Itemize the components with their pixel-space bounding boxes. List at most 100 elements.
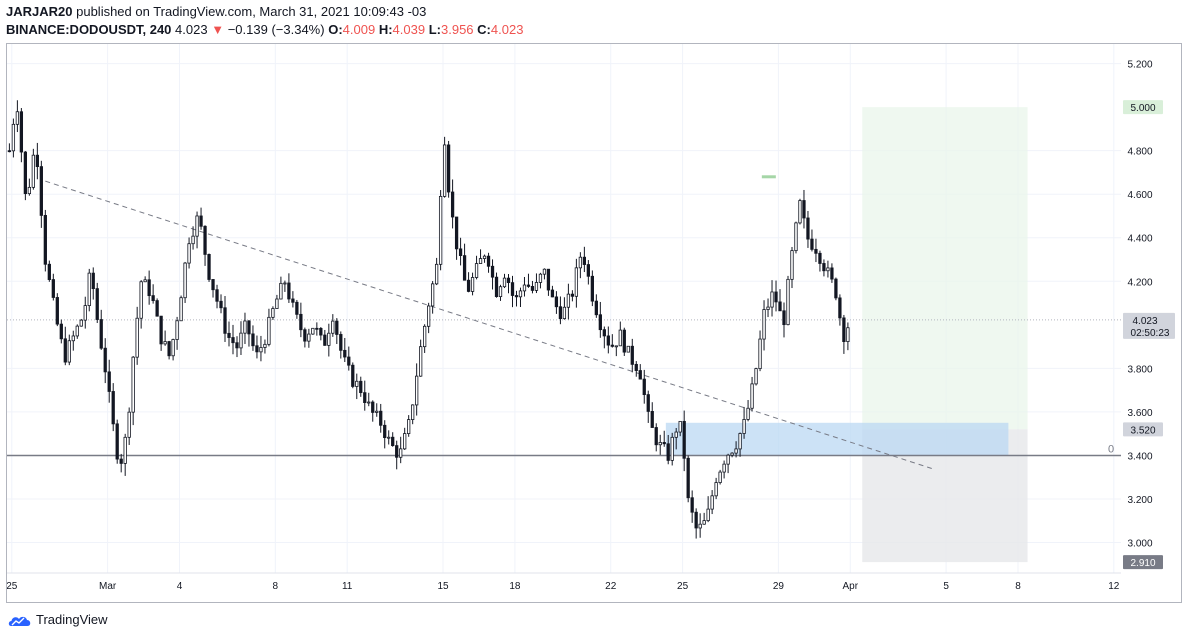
candle-body [383, 424, 387, 438]
candle-body [502, 277, 507, 288]
candle-body [662, 442, 666, 445]
candle-body [614, 345, 618, 348]
candle-body [674, 431, 678, 438]
candle-body [67, 340, 71, 363]
candle-body [526, 284, 531, 287]
candle-body [486, 255, 491, 267]
candle-body [179, 297, 183, 322]
candle-body [83, 305, 87, 321]
candle-body [474, 263, 479, 278]
candle-body [434, 263, 439, 285]
footer-brand[interactable]: TradingView [8, 612, 108, 627]
candle-body [778, 301, 782, 312]
candle-body [794, 222, 798, 252]
ohlc-line: BINANCE:DODOUSDT, 240 4.023 ▼ −0.139 (−3… [6, 22, 523, 37]
candle-body [578, 256, 583, 269]
candle-body [634, 363, 638, 371]
candle-body [610, 344, 614, 347]
x-tick-label: 25 [677, 581, 689, 592]
candle-body [223, 307, 227, 334]
candle-body [295, 301, 299, 315]
candle-body [207, 254, 211, 280]
tradingview-cloud-icon [8, 616, 31, 626]
close-value: 4.023 [490, 22, 524, 37]
candle-body [494, 276, 499, 298]
candle-body [606, 335, 610, 346]
candle-body [355, 380, 359, 387]
candle-body [534, 282, 539, 291]
candle-body [203, 225, 207, 255]
candle-body [171, 339, 175, 357]
candle-body [770, 291, 774, 308]
candle-body [602, 329, 606, 337]
candle-body [454, 216, 459, 250]
candle-body [470, 277, 475, 292]
candle-body [678, 420, 682, 433]
candle-body [766, 306, 770, 310]
close-label: C: [477, 22, 491, 37]
candle-body [522, 284, 527, 292]
candle-body [219, 300, 223, 309]
candle-body [359, 380, 363, 394]
x-tick-label: 4 [177, 581, 183, 592]
y-tick-label: 3.800 [1127, 364, 1152, 375]
x-tick-label: 29 [773, 581, 785, 592]
candle-body [670, 436, 674, 461]
candle-body [514, 295, 519, 298]
candle-body [498, 286, 503, 298]
candle-body [363, 392, 367, 403]
last-price-label: 4.023 [175, 22, 208, 37]
candle-body [730, 452, 734, 456]
brand-name: TradingView [36, 612, 108, 627]
candle-body [251, 333, 255, 347]
chart-frame[interactable]: 5.200 4.800 4.600 4.400 4.200 3.800 3.600 3.400… [6, 43, 1182, 603]
candle-body [147, 279, 151, 297]
candle-body [307, 333, 311, 342]
stop-tag-text: 2.910 [1130, 558, 1155, 569]
y-tick-label: 3.400 [1127, 451, 1152, 462]
candle-body [570, 293, 575, 297]
candle-body [99, 319, 103, 349]
candle-body [654, 427, 658, 446]
candle-body [706, 508, 710, 522]
y-tick-label: 4.600 [1127, 190, 1152, 201]
candle-body [15, 111, 20, 125]
candle-body [510, 282, 515, 296]
candle-body [315, 327, 319, 330]
candle-body [506, 277, 511, 284]
y-tick-label: 3.200 [1127, 495, 1152, 506]
target-tag-text: 5.000 [1130, 103, 1155, 114]
candle-body [558, 306, 563, 319]
candle-body [478, 258, 483, 264]
candle-body [347, 356, 351, 366]
x-tick-label: Mar [99, 581, 117, 592]
countdown-tag-text: 02:50:23 [1131, 328, 1170, 339]
low-label: L: [428, 22, 441, 37]
candle-body [135, 317, 139, 358]
candle-body [758, 338, 762, 370]
candle-body [574, 267, 579, 297]
candle-body [199, 215, 203, 227]
candle-body [734, 448, 738, 454]
y-tick-label: 4.400 [1127, 234, 1152, 245]
candle-body [115, 423, 119, 460]
candle-body [399, 448, 403, 458]
price-chart[interactable]: 5.200 4.800 4.600 4.400 4.200 3.800 3.600 3.400… [7, 44, 1181, 602]
candle-body [846, 327, 850, 342]
author-name[interactable]: JARJAR20 [6, 4, 73, 19]
candle-body [754, 368, 758, 385]
candle-body [11, 123, 16, 152]
candle-body [119, 458, 123, 464]
candle-body [255, 345, 259, 353]
candle-body [690, 497, 694, 513]
symbol-label[interactable]: BINANCE:DODOUSDT, 240 [6, 22, 172, 37]
candle-body [442, 144, 447, 197]
candle-body [19, 111, 24, 153]
candle-body [63, 338, 67, 363]
candle-body [323, 334, 327, 346]
candle-body [710, 495, 714, 510]
candle-body [71, 335, 75, 342]
candle-body [618, 329, 622, 347]
candle-body [826, 267, 830, 272]
candle-body [275, 298, 279, 309]
